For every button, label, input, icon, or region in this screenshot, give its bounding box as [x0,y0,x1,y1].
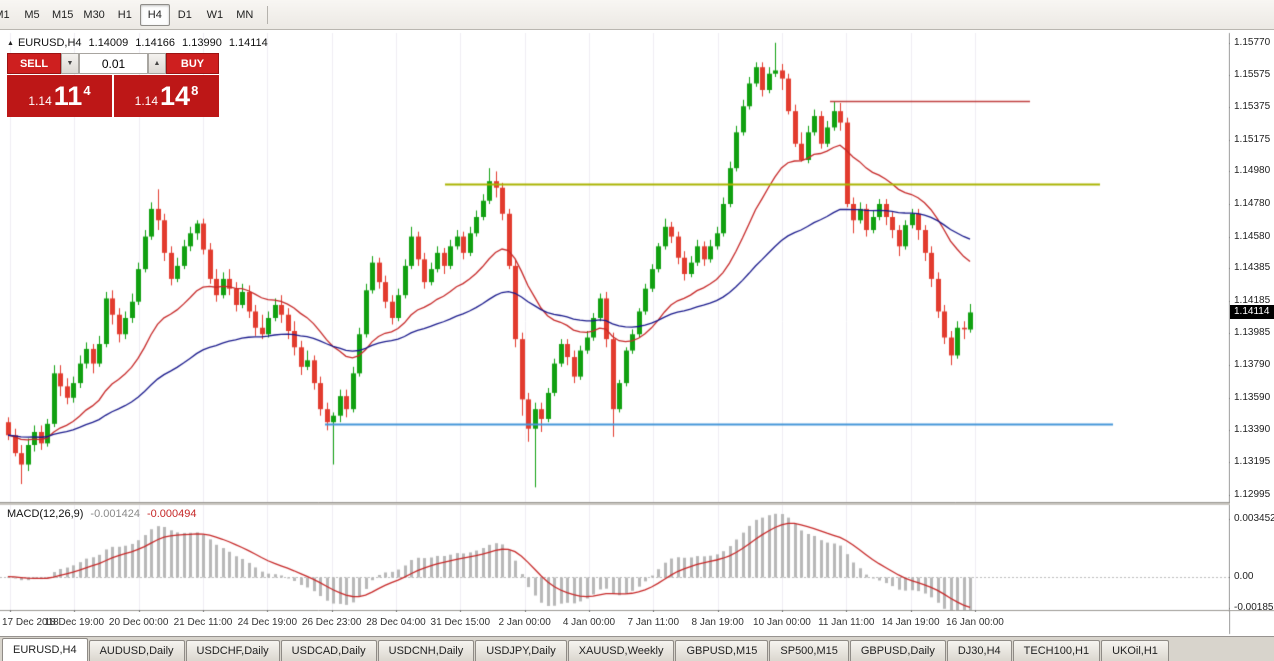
tab-usdchf-daily[interactable]: USDCHF,Daily [185,640,280,661]
macd-signal-value: -0.000494 [146,508,197,520]
price-axis-label: 1.13790 [1234,359,1271,371]
time-axis-label: 10 Jan 00:00 [753,617,811,628]
tab-xauusd-weekly[interactable]: XAUUSD,Weekly [567,640,675,661]
tab-usdcad-daily[interactable]: USDCAD,Daily [280,640,377,661]
tab-tech100-h1[interactable]: TECH100,H1 [1012,640,1101,661]
macd-axis-label: -0.001853 [1234,601,1274,613]
price-scale[interactable]: 1.14114 1.15770 1.15575 1.15375 1.15175 1.14… [1230,33,1274,613]
price-axis-label: 1.14580 [1234,230,1271,242]
time-axis-label: 26 Dec 23:00 [301,617,362,628]
sell-price-main: 1.14 [28,94,52,108]
timeframe-button-mn[interactable]: MN [236,8,254,21]
price-axis-label: 1.14385 [1234,262,1271,274]
time-axis-label: 2 Jan 00:00 [498,617,551,628]
high-value: 1.14166 [135,37,176,49]
tab-eurusd-h4[interactable]: EURUSD,H4 [2,638,88,661]
lot-increase-button[interactable]: ▲ [148,53,166,74]
price-axis-label: 1.13590 [1234,391,1271,403]
tab-audusd-daily[interactable]: AUDUSD,Daily [88,640,185,661]
buy-price-main: 1.14 [134,94,159,108]
timeframe-button-h4[interactable]: H4 [139,3,170,26]
tab-dj30-h4[interactable]: DJ30,H4 [946,640,1012,661]
macd-indicator-header: MACD(12,26,9) -0.001424 -0.000494 [7,508,197,520]
time-axis-label: 17 Dec 2018 [2,617,59,628]
price-axis-label: 1.12995 [1234,488,1271,500]
tab-usdjpy-daily[interactable]: USDJPY,Daily [475,640,567,661]
time-axis-label: 16 Jan 00:00 [946,617,1004,628]
timeframe-button-m5[interactable]: M5 [24,8,40,21]
macd-axis-label: 0.00 [1234,570,1254,582]
time-axis-label: 28 Dec 04:00 [366,617,426,628]
trade-prices-row: 1.14 11 4 1.14 14 8 [7,75,219,117]
macd-axis-label: 0.003452 [1234,513,1274,525]
tab-usdcnh-daily[interactable]: USDCNH,Daily [377,640,475,661]
close-value: 1.14114 [228,37,268,49]
price-axis-label: 1.14185 [1234,294,1271,306]
macd-value: -0.001424 [90,508,140,520]
sell-price-pips: 11 [53,81,83,111]
time-axis-label: 18 Dec 19:00 [44,617,105,628]
lot-size-input[interactable] [79,53,148,74]
chart-tabs: EURUSD,H4 AUDUSD,Daily USDCHF,Daily USDCAD,… [0,636,1274,661]
toolbar-separator [266,5,268,24]
chart-ohlc-header: ▲ EURUSD,H4 1.14009 1.14166 1.13990 1.14114 [7,37,268,49]
price-axis-label: 1.15575 [1234,68,1271,80]
sell-price-button[interactable]: 1.14 11 4 [7,75,112,117]
time-axis-label: 4 Jan 00:00 [562,617,616,628]
price-axis-label: 1.14780 [1234,197,1271,209]
timeframe-toolbar: M1 M5 M15 M30 H1 H4 D1 W1 MN [0,0,1274,30]
buy-button[interactable]: BUY [166,53,219,74]
lot-decrease-button[interactable]: ▼ [61,53,79,74]
trade-controls-row: SELL ▼ ▲ BUY [7,53,219,74]
buy-price-pips: 14 [160,81,191,111]
time-axis-label: 11 Jan 11:00 [818,617,875,628]
time-scale[interactable]: 17 Dec 2018 18 Dec 19:00 20 Dec 00:00 21 De… [0,612,1229,634]
buy-price-button[interactable]: 1.14 14 8 [114,75,219,117]
timeframe-group: M1 M5 M15 M30 H1 H4 D1 W1 MN [0,3,260,26]
price-axis-label: 1.15770 [1234,36,1271,48]
price-axis-label: 1.13195 [1234,456,1271,468]
timeframe-button-m1[interactable]: M1 [0,8,10,21]
price-axis-label: 1.14980 [1234,165,1271,177]
tab-sp500-m15[interactable]: SP500,M15 [769,640,849,661]
sell-price-point: 4 [83,83,91,98]
timeframe-button-d1[interactable]: D1 [177,8,192,21]
time-axis-label: 21 Dec 11:00 [173,617,233,628]
open-value: 1.14009 [88,37,129,49]
timeframe-button-m15[interactable]: M15 [52,8,74,21]
low-value: 1.13990 [182,37,222,49]
symbol-label: EURUSD,H4 [17,37,82,49]
time-axis-label: 8 Jan 19:00 [691,617,744,628]
buy-price-point: 8 [191,83,199,98]
time-axis-label: 14 Jan 19:00 [881,617,940,628]
tab-ukoil-h1[interactable]: UKOil,H1 [1101,640,1169,661]
sell-button[interactable]: SELL [7,53,61,74]
time-axis-label: 7 Jan 11:00 [627,617,680,628]
tab-gbpusd-daily[interactable]: GBPUSD,Daily [849,640,946,661]
time-axis-label: 31 Dec 15:00 [430,617,491,628]
price-axis-label: 1.13390 [1234,424,1271,436]
price-axis-label: 1.15375 [1234,101,1271,113]
chart-marker-icon: ▲ [7,40,14,47]
tab-gbpusd-m15[interactable]: GBPUSD,M15 [675,640,769,661]
timeframe-button-m30[interactable]: M30 [83,8,105,21]
current-price-badge: 1.14114 [1230,305,1274,320]
one-click-trading-panel: SELL ▼ ▲ BUY 1.14 11 4 1.14 14 8 [7,53,219,117]
timeframe-button-w1[interactable]: W1 [206,8,224,21]
price-axis-label: 1.13985 [1234,327,1271,339]
timeframe-button-h1[interactable]: H1 [117,8,132,21]
time-axis-label: 20 Dec 00:00 [108,617,169,628]
macd-label: MACD(12,26,9) [7,508,84,520]
price-axis-label: 1.15175 [1234,133,1271,145]
time-axis-label: 24 Dec 19:00 [237,617,298,628]
